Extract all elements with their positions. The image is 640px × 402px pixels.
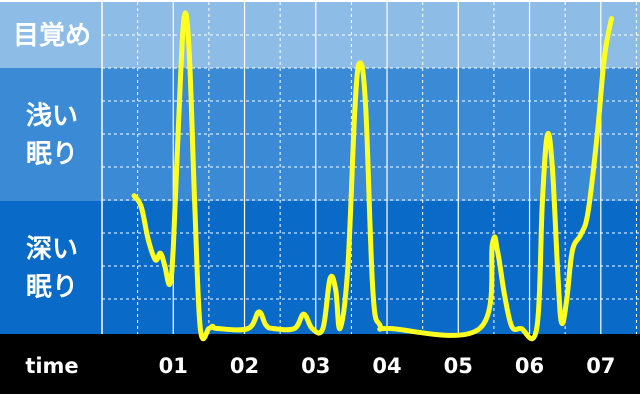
time-axis-bar	[0, 334, 640, 402]
sleep-series	[131, 10, 614, 342]
axis-bar-bg	[0, 334, 640, 394]
time-tick-labels: 01 02 03 04 05 06 07	[159, 354, 616, 378]
series-line-0	[131, 10, 614, 342]
tick-label-01: 01	[159, 354, 188, 378]
tick-label-07: 07	[586, 354, 615, 378]
stage-label-awake-1: 目覚め	[13, 21, 91, 51]
stage-label-deep-2: 眠り	[26, 273, 78, 303]
grid-lines	[101, 2, 640, 394]
tick-label-06: 06	[515, 354, 544, 378]
bottom-margin	[0, 394, 640, 402]
stage-label-light-2: 眠り	[26, 140, 78, 170]
tick-label-02: 02	[230, 354, 259, 378]
time-axis-label: time	[25, 354, 78, 378]
tick-label-04: 04	[372, 354, 401, 378]
tick-label-05: 05	[444, 354, 473, 378]
tick-label-03: 03	[301, 354, 330, 378]
band-deep	[0, 201, 640, 334]
stage-label-deep-1: 深い	[26, 235, 78, 265]
stage-label-light-1: 浅い	[26, 102, 78, 132]
